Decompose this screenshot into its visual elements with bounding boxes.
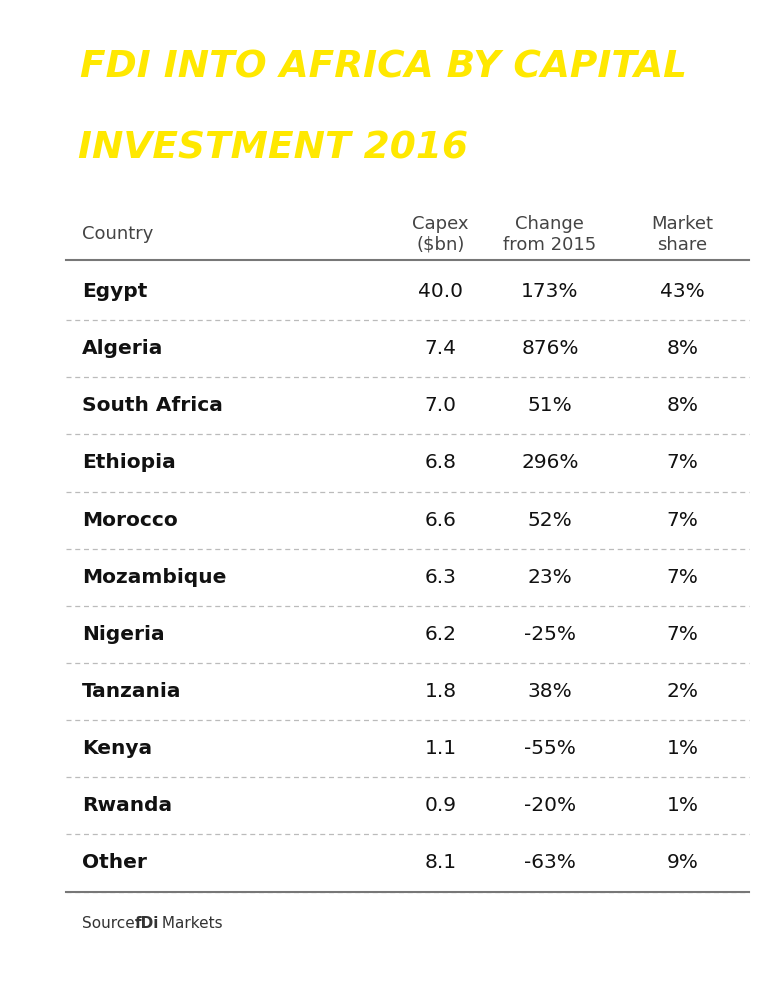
Text: 38%: 38% — [527, 682, 573, 701]
Text: 2%: 2% — [666, 682, 699, 701]
Text: Mozambique: Mozambique — [82, 567, 226, 587]
Text: -55%: -55% — [524, 740, 576, 758]
Text: 23%: 23% — [527, 567, 573, 587]
Text: -20%: -20% — [524, 796, 576, 816]
Text: South Africa: South Africa — [82, 396, 223, 416]
Text: 7%: 7% — [667, 511, 698, 530]
Text: -63%: -63% — [524, 853, 576, 872]
Text: 8%: 8% — [666, 396, 699, 416]
Text: Capex
($bn): Capex ($bn) — [413, 215, 469, 253]
Text: 1.8: 1.8 — [424, 682, 457, 701]
Text: 43%: 43% — [660, 282, 705, 301]
Text: 8%: 8% — [666, 340, 699, 358]
Text: 1.1: 1.1 — [424, 740, 457, 758]
Text: Nigeria: Nigeria — [82, 625, 165, 644]
Text: 7%: 7% — [667, 453, 698, 472]
Text: -25%: -25% — [524, 625, 576, 644]
Text: 52%: 52% — [527, 511, 573, 530]
Text: Market
share: Market share — [651, 215, 714, 253]
Text: 1%: 1% — [666, 740, 699, 758]
Text: 876%: 876% — [521, 340, 579, 358]
Text: 8.1: 8.1 — [424, 853, 457, 872]
Text: 296%: 296% — [521, 453, 579, 472]
Text: 6.2: 6.2 — [424, 625, 457, 644]
Text: 6.6: 6.6 — [425, 511, 456, 530]
Text: 40.0: 40.0 — [418, 282, 463, 301]
Text: fDi: fDi — [135, 916, 159, 931]
Text: 7%: 7% — [667, 625, 698, 644]
Text: 9%: 9% — [667, 853, 698, 872]
Text: Morocco: Morocco — [82, 511, 178, 530]
Text: Ethiopia: Ethiopia — [82, 453, 176, 472]
Text: Source:: Source: — [82, 916, 144, 931]
Text: 6.3: 6.3 — [425, 567, 456, 587]
Text: 7.0: 7.0 — [424, 396, 457, 416]
Text: Country: Country — [82, 226, 154, 244]
Text: Egypt: Egypt — [82, 282, 147, 301]
Text: 1%: 1% — [666, 796, 699, 816]
Text: 51%: 51% — [527, 396, 573, 416]
Text: 173%: 173% — [521, 282, 579, 301]
Text: Other: Other — [82, 853, 147, 872]
Text: Tanzania: Tanzania — [82, 682, 182, 701]
Text: 7%: 7% — [667, 567, 698, 587]
Text: FDI INTO AFRICA BY CAPITAL: FDI INTO AFRICA BY CAPITAL — [80, 50, 687, 86]
Text: Algeria: Algeria — [82, 340, 163, 358]
Text: INVESTMENT 2016: INVESTMENT 2016 — [78, 131, 468, 167]
Text: Rwanda: Rwanda — [82, 796, 172, 816]
Text: Kenya: Kenya — [82, 740, 152, 758]
Text: 7.4: 7.4 — [424, 340, 457, 358]
Text: 6.8: 6.8 — [424, 453, 457, 472]
Text: 0.9: 0.9 — [424, 796, 457, 816]
Text: Markets: Markets — [157, 916, 222, 931]
Text: Change
from 2015: Change from 2015 — [503, 215, 597, 253]
